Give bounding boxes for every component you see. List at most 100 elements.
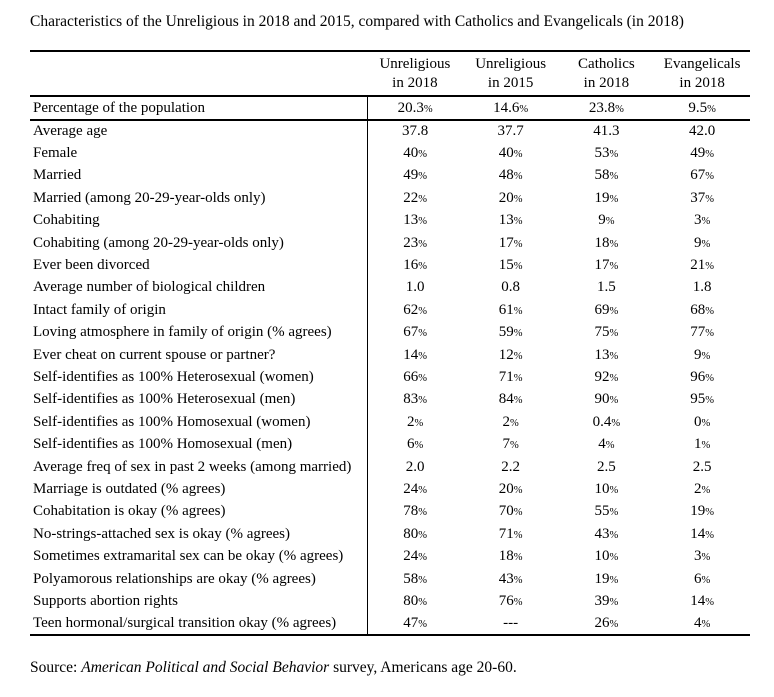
value-cell: 55% (594, 503, 619, 520)
row-label: Cohabiting (among 20-29-year-olds only) (33, 234, 284, 251)
value-cell: --- (503, 614, 519, 631)
percent-sign: % (701, 618, 711, 630)
table-row: Female 40% 40% 53% 49% (30, 142, 750, 165)
value-cell: 26% (594, 614, 619, 631)
percent-sign: % (609, 574, 619, 586)
value-cell: 24% (366, 478, 463, 501)
value-cell: 90% (594, 391, 619, 408)
percent-sign: % (513, 328, 523, 340)
percent-sign: % (609, 305, 619, 317)
percent-sign: % (418, 193, 427, 205)
percent-sign: % (513, 305, 523, 317)
value-cell: 19% (594, 570, 619, 587)
percent-sign: % (609, 238, 619, 250)
value-cell: 18% (594, 234, 619, 251)
value-cell: 22% (366, 187, 463, 210)
table-body: Percentage of the population 20.3% 14.6% 23… (30, 96, 750, 635)
percent-sign: % (609, 596, 619, 608)
row-label: Cohabitation is okay (% agrees) (33, 503, 226, 520)
percent-sign: % (701, 574, 711, 586)
percent-sign: % (418, 149, 427, 161)
value-cell: 20% (498, 189, 523, 206)
value-cell: 16% (366, 254, 463, 277)
percent-sign: % (418, 328, 427, 340)
percent-sign: % (609, 618, 619, 630)
table-row: Cohabiting 13% 13% 9% 3% (30, 209, 750, 232)
value-cell: 0.4% (592, 413, 621, 430)
percent-sign: % (513, 574, 523, 586)
row-label: Self-identifies as 100% Heterosexual (me… (33, 391, 296, 408)
value-cell: 43% (594, 525, 619, 542)
percent-sign: % (513, 350, 523, 362)
value-cell: 1.0 (366, 276, 463, 300)
value-cell: 20.3% (366, 96, 463, 120)
percent-sign: % (513, 216, 523, 228)
column-header: Evangelicals in 2018 (663, 55, 741, 91)
value-cell: 77% (690, 324, 714, 341)
value-cell: 1.8 (692, 279, 712, 296)
value-cell: 14.6% (493, 99, 529, 116)
value-cell: 21% (690, 257, 714, 274)
value-cell: 40% (498, 145, 523, 162)
percent-sign: % (701, 350, 711, 362)
percent-sign: % (418, 618, 427, 630)
row-label: Ever been divorced (33, 257, 150, 274)
value-cell: 24% (366, 545, 463, 568)
value-cell: 0% (694, 413, 711, 430)
percent-sign: % (418, 216, 427, 228)
value-cell: 69% (594, 301, 619, 318)
empty-header-cell (30, 51, 367, 96)
source-survey-name: American Political and Social Behavior (81, 659, 330, 676)
percent-sign: % (418, 529, 427, 541)
percent-sign: % (609, 395, 619, 407)
percent-sign: % (705, 529, 714, 541)
table-row: Self-identifies as 100% Homosexual (men)… (30, 433, 750, 456)
value-cell: 7% (502, 436, 519, 453)
value-cell: 37.8 (366, 120, 463, 143)
percent-sign: % (609, 529, 619, 541)
percent-sign: % (510, 417, 519, 429)
value-cell: 96% (690, 368, 714, 385)
value-cell: 1% (694, 436, 711, 453)
value-cell: 13% (366, 209, 463, 232)
value-cell: 70% (498, 503, 523, 520)
value-cell: 10% (594, 480, 619, 497)
row-label: Female (33, 145, 78, 162)
value-cell: 4% (598, 436, 615, 453)
percent-sign: % (615, 103, 624, 115)
percent-sign: % (609, 171, 619, 183)
row-label: Cohabiting (33, 212, 100, 229)
table-row: Married (among 20-29-year-olds only) 22% 2… (30, 187, 750, 210)
value-cell: 14% (690, 592, 714, 609)
value-cell: 20% (498, 480, 523, 497)
row-label: Percentage of the population (33, 99, 206, 116)
table-row: Supports abortion rights 80% 76% 39% 14% (30, 590, 750, 613)
percent-sign: % (519, 103, 529, 115)
percent-sign: % (418, 395, 427, 407)
value-cell: 83% (366, 388, 463, 412)
value-cell: 9% (694, 346, 711, 363)
table-row: Self-identifies as 100% Homosexual (wome… (30, 411, 750, 434)
percent-sign: % (705, 193, 714, 205)
percent-sign: % (701, 552, 711, 564)
row-label: Self-identifies as 100% Homosexual (men) (33, 436, 293, 453)
table-row: Average number of biological children 1.0… (30, 276, 750, 300)
table-title: Characteristics of the Unreligious in 20… (30, 13, 684, 30)
percent-sign: % (418, 238, 427, 250)
value-cell: 1.5 (597, 279, 616, 296)
row-label: Teen hormonal/surgical transition okay (… (33, 614, 337, 631)
source-note: Source: American Political and Social Be… (30, 658, 517, 677)
row-label: Average age (33, 123, 108, 140)
percent-sign: % (705, 596, 714, 608)
value-cell: 37% (690, 189, 714, 206)
column-header: Catholics in 2018 (578, 55, 635, 91)
percent-sign: % (513, 372, 523, 384)
percent-sign: % (609, 350, 619, 362)
percent-sign: % (513, 484, 523, 496)
percent-sign: % (609, 261, 619, 273)
value-cell: 9.5% (688, 99, 716, 116)
table-row: No-strings-attached sex is okay (% agree… (30, 523, 750, 546)
value-cell: 68% (690, 301, 714, 318)
value-cell: 2.5 (692, 458, 712, 475)
percent-sign: % (609, 328, 619, 340)
